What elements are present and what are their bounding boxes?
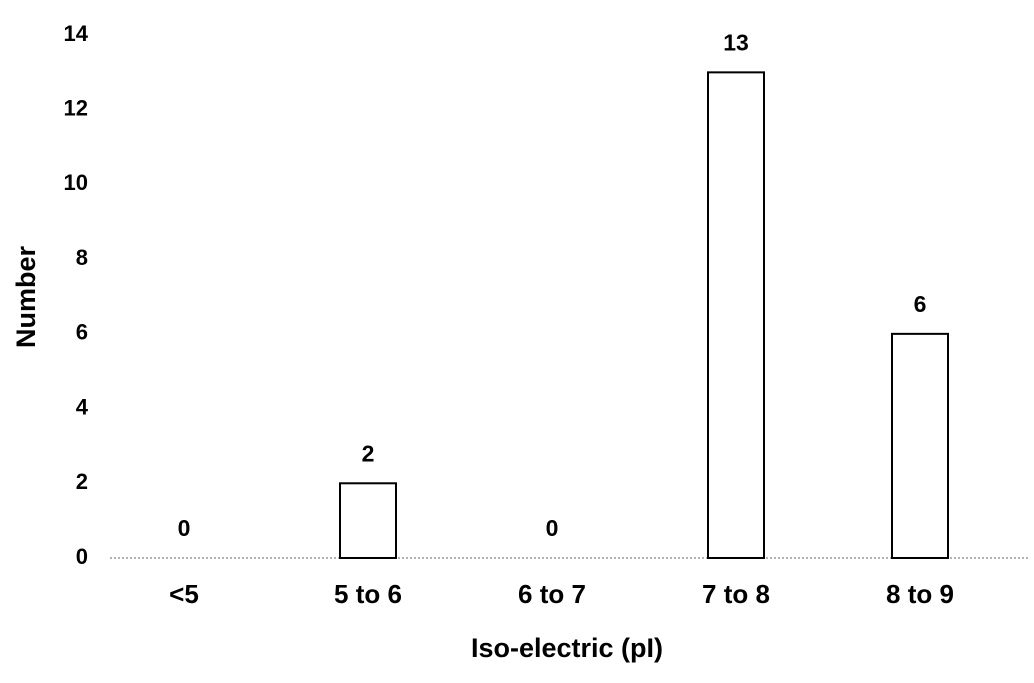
y-tick-label: 8: [76, 245, 88, 270]
x-tick-label: 6 to 7: [518, 579, 586, 609]
x-tick-label: 5 to 6: [334, 579, 402, 609]
y-tick-label: 10: [64, 170, 88, 195]
x-axis-title: Iso-electric (pI): [471, 633, 663, 663]
bar: [891, 332, 949, 559]
y-tick-label: 4: [76, 394, 89, 419]
x-tick-label: 7 to 8: [702, 579, 770, 609]
y-tick-label: 12: [64, 96, 88, 121]
value-label: 6: [914, 291, 927, 317]
x-tick-label: <5: [169, 579, 199, 609]
y-tick-label: 6: [76, 320, 88, 345]
y-tick-label: 14: [64, 21, 89, 46]
value-label: 0: [178, 515, 191, 541]
x-tick-label: 8 to 9: [886, 579, 954, 609]
bar: [707, 71, 765, 559]
y-axis-title: Number: [11, 246, 41, 349]
value-label: 0: [546, 515, 559, 541]
y-tick-label: 2: [76, 469, 88, 494]
bar: [339, 482, 397, 559]
value-label: 2: [362, 440, 375, 466]
y-tick-label: 0: [76, 544, 88, 569]
value-label: 13: [723, 29, 749, 55]
